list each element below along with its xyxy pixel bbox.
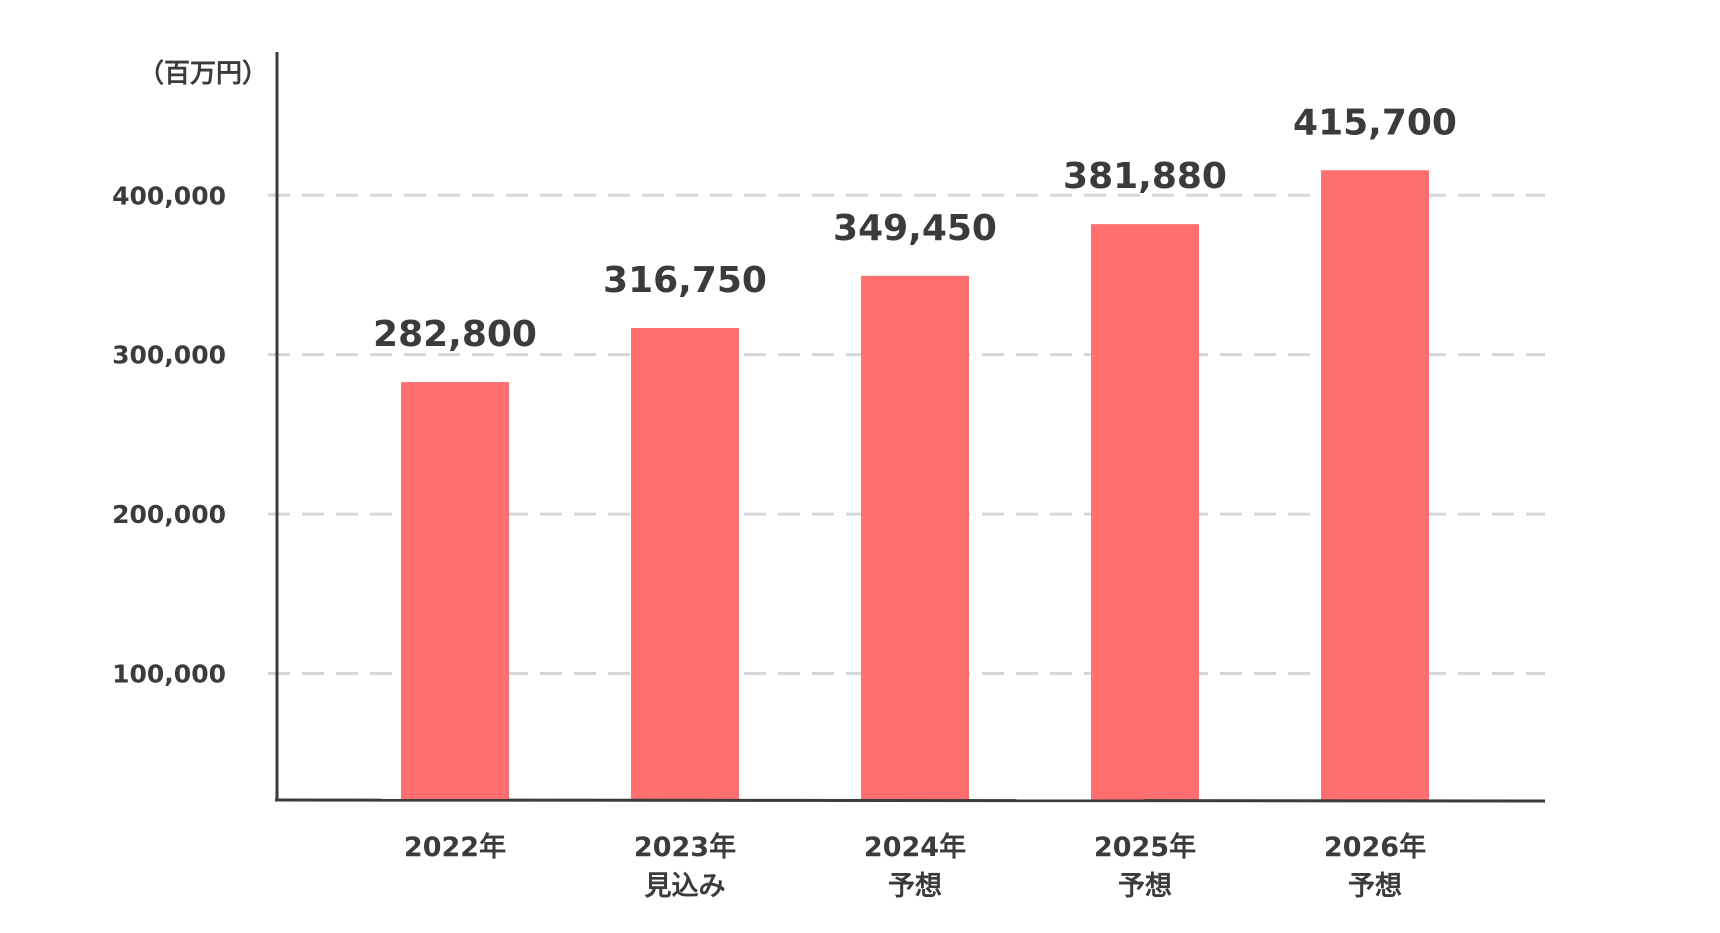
x-category-label: 予想 bbox=[1348, 871, 1402, 902]
x-category-label: 2025年 bbox=[1094, 831, 1196, 863]
unit-label: （百万円） bbox=[138, 59, 268, 89]
x-category-label: 2026年 bbox=[1324, 831, 1426, 863]
x-category-label: 2022年 bbox=[404, 831, 506, 863]
x-category-label: 予想 bbox=[888, 871, 942, 902]
x-category-label: 2023年 bbox=[634, 831, 736, 863]
bar-value-label: 415,700 bbox=[1293, 102, 1457, 143]
bar bbox=[861, 275, 969, 800]
bar bbox=[401, 382, 509, 800]
value-labels: 282,800 316,750 349,450 381,880 415,700 bbox=[373, 102, 1457, 355]
x-category-label: 見込み bbox=[645, 871, 726, 902]
bar bbox=[1321, 170, 1429, 800]
y-tick-label: 300,000 bbox=[112, 341, 226, 370]
x-category-label: 2024年 bbox=[864, 831, 966, 863]
x-category-label: 予想 bbox=[1118, 871, 1172, 902]
bar bbox=[1091, 224, 1199, 801]
axes bbox=[274, 52, 1546, 803]
y-tick-label: 400,000 bbox=[112, 181, 226, 210]
y-tick-labels: 100,000 200,000 300,000 400,000 bbox=[112, 181, 226, 688]
bar-value-label: 282,800 bbox=[373, 314, 537, 355]
x-axis-line bbox=[274, 798, 1546, 803]
bar-value-label: 381,880 bbox=[1063, 156, 1227, 197]
y-tick-label: 100,000 bbox=[112, 659, 226, 688]
bar-value-label: 316,750 bbox=[603, 260, 767, 301]
bars bbox=[401, 170, 1429, 801]
y-tick-label: 200,000 bbox=[112, 500, 226, 529]
bar bbox=[631, 327, 739, 800]
bar-value-label: 349,450 bbox=[833, 208, 997, 249]
